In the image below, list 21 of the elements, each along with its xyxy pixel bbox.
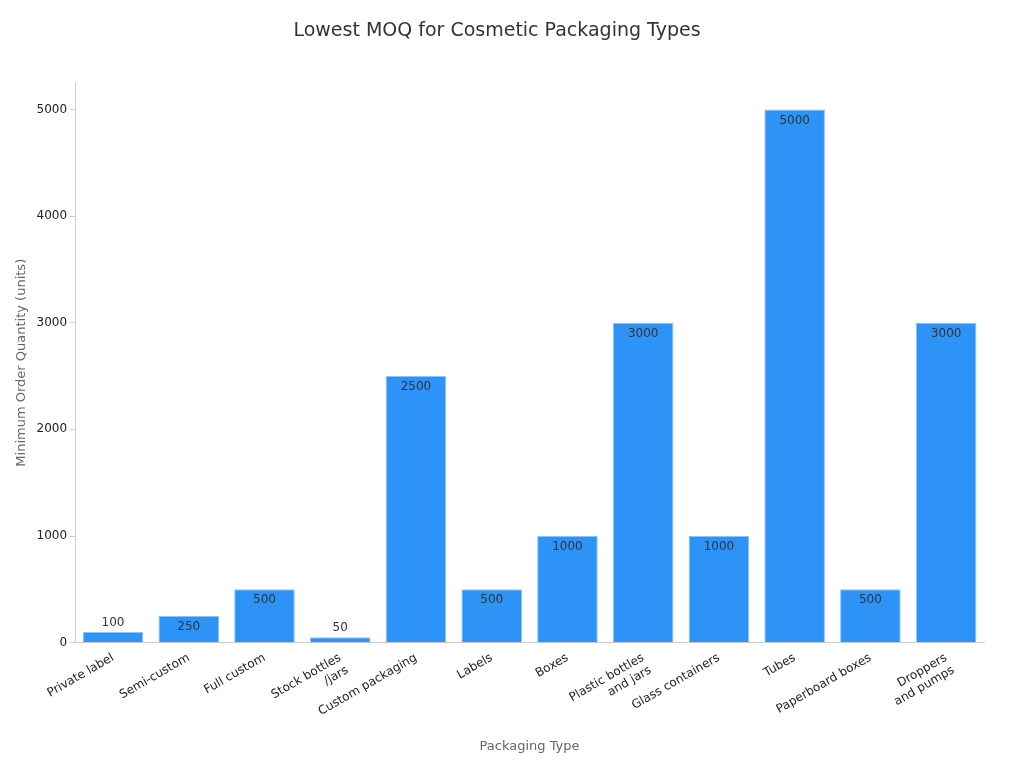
data-label: 500 [480, 592, 504, 607]
data-label: 5000 [779, 112, 810, 127]
data-label: 100 [101, 615, 125, 630]
data-label: 50 [332, 620, 348, 635]
y-tick-label: 4000 [36, 208, 68, 223]
y-tick-label: 1000 [36, 528, 68, 543]
data-label: 500 [858, 592, 882, 607]
data-label: 1000 [552, 539, 583, 554]
data-label: 2500 [400, 379, 432, 394]
chart-title: Lowest MOQ for Cosmetic Packaging Types [293, 18, 701, 41]
data-label: 1000 [703, 539, 735, 554]
y-axis-title: Minimum Order Quantity (units) [13, 258, 29, 467]
data-label: 250 [177, 619, 201, 634]
y-tick-label: 0 [59, 634, 68, 649]
x-axis-title: Packaging Type [479, 737, 580, 753]
data-label: 3000 [627, 325, 659, 340]
y-tick-label: 3000 [36, 314, 68, 329]
y-tick-label: 2000 [36, 421, 68, 436]
data-label: 3000 [930, 325, 962, 340]
data-label: 500 [253, 592, 276, 607]
y-tick-label: 5000 [36, 101, 68, 116]
